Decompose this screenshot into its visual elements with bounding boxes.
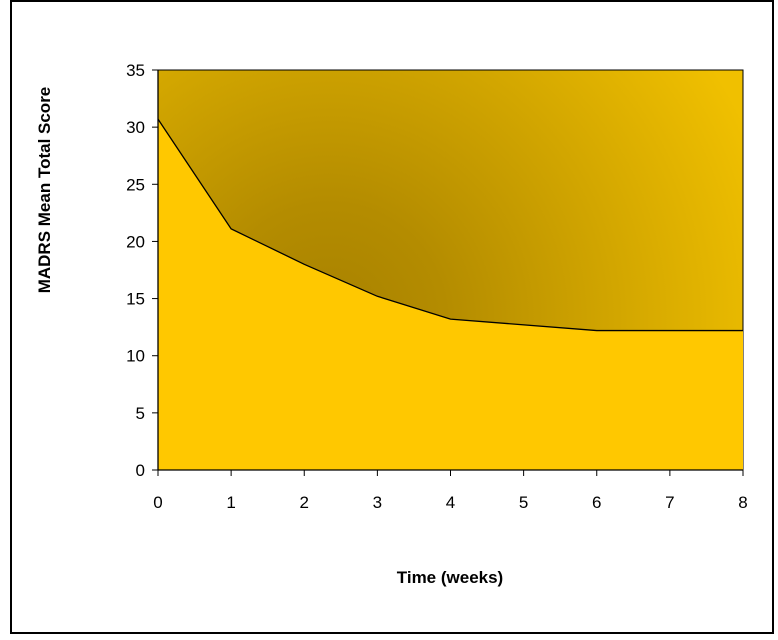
y-tick-label: 35 <box>126 61 145 80</box>
x-tick-label: 3 <box>373 493 382 512</box>
x-tick-label: 8 <box>738 493 747 512</box>
area-fill <box>158 119 743 471</box>
y-tick-label: 0 <box>136 461 145 480</box>
x-tick-label: 4 <box>446 493 455 512</box>
x-tick-label: 5 <box>519 493 528 512</box>
series-line <box>157 118 743 332</box>
x-tick-label: 0 <box>153 493 162 512</box>
y-tick-label: 30 <box>126 118 145 137</box>
x-tick-label: 1 <box>226 493 235 512</box>
x-tick-label: 7 <box>665 493 674 512</box>
x-tick-label: 6 <box>592 493 601 512</box>
y-axis-title: MADRS Mean Total Score <box>35 87 54 294</box>
y-tick-label: 25 <box>126 175 145 194</box>
y-tick-label: 20 <box>126 232 145 251</box>
y-tick-label: 5 <box>136 404 145 423</box>
x-tick-label: 2 <box>300 493 309 512</box>
x-axis-title: Time (weeks) <box>397 568 503 587</box>
y-tick-label: 15 <box>126 290 145 309</box>
y-tick-label: 10 <box>126 347 145 366</box>
